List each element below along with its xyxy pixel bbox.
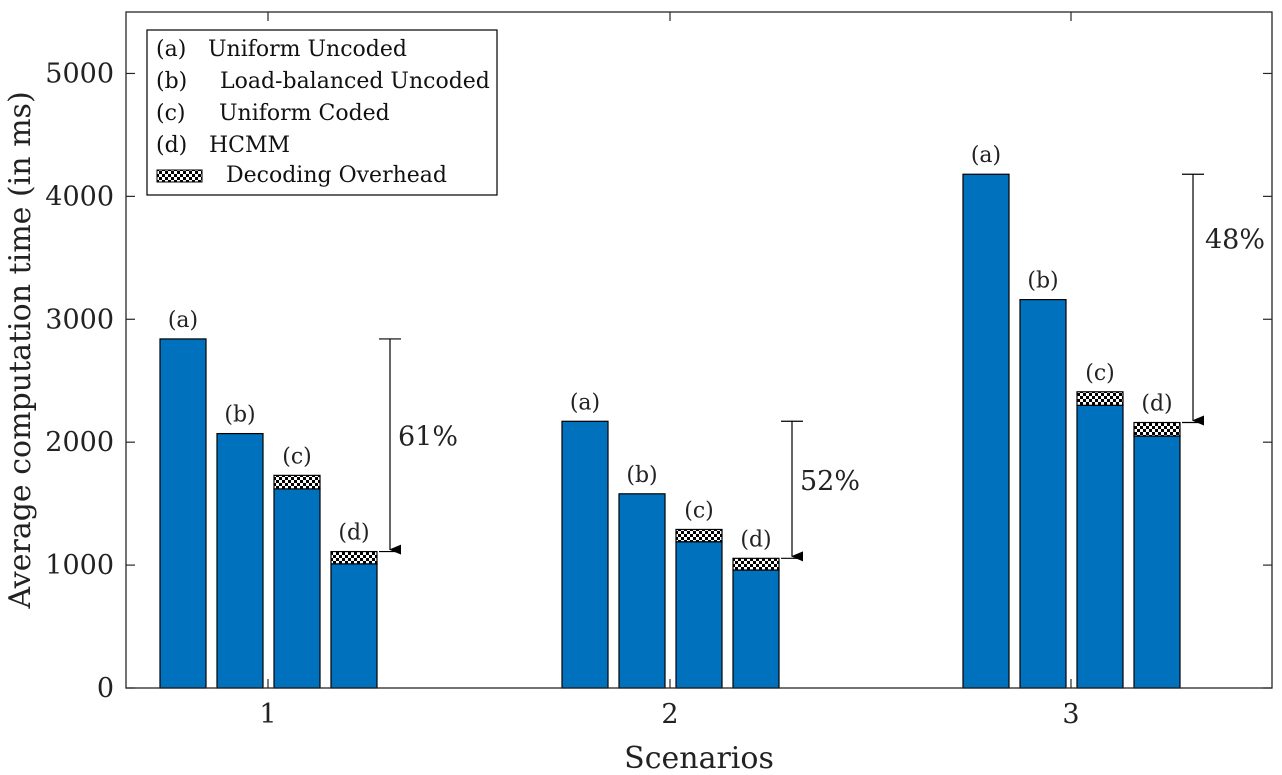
x-axis: 1 2 3 [259,12,1080,730]
x-tick-label: 2 [661,699,678,730]
legend-prefix-b: (b) [156,69,187,94]
legend-entry-d: HCMM [209,133,290,158]
y-axis-label: Average computation time (in ms) [3,91,38,609]
decoding-overhead-segment [732,557,780,571]
bar [273,488,321,689]
legend-entry-c: Uniform Coded [219,101,390,126]
reduction-label: 61% [398,421,458,452]
decoding-overhead-segment [1076,391,1124,406]
y-tick-label: 4000 [45,181,114,212]
y-tick-label: 2000 [45,427,114,458]
reduction-label: 52% [800,466,860,497]
x-axis-label: Scenarios [624,741,774,775]
bar-label: (a) [971,143,1001,168]
legend-prefix-a: (a) [156,37,186,62]
bar-label: (c) [282,444,312,469]
legend-prefix-d: (d) [156,133,187,158]
decoding-overhead-segment [273,474,321,490]
bar [732,569,780,689]
y-tick-label: 1000 [45,550,114,581]
bar [159,338,207,689]
annotations-layer: 61% 52% 48% [379,173,1265,562]
bar-label: (a) [168,308,198,333]
bar [561,420,609,689]
x-tick-label: 3 [1062,699,1079,730]
bar-label: (c) [684,498,714,523]
x-tick-label: 1 [259,699,276,730]
legend-prefix-c: (c) [156,101,186,126]
bar [1076,404,1124,689]
legend-entry-b: Load-balanced Uncoded [220,69,490,94]
bar-label: (d) [740,527,771,552]
bar-label: (b) [224,403,255,428]
bar [216,432,264,689]
reduction-label: 48% [1205,224,1265,255]
bar [330,563,378,689]
legend: (a) Uniform Uncoded (b) Load-balanced Un… [146,29,498,196]
bar-label: (a) [570,390,600,415]
decoding-overhead-segment [1133,421,1181,437]
bar-label: (d) [1141,392,1172,417]
legend-box [146,29,498,196]
bar-label: (c) [1085,361,1115,386]
bar-label: (b) [626,463,657,488]
bars-layer: (a) (a) (a) (b) (b) (b) (c) (c) (c) (d) (d) (d) [159,143,1181,689]
y-axis: 0 1000 2000 3000 4000 5000 [45,58,1272,704]
decoding-overhead-segment [330,550,378,565]
y-tick-label: 0 [97,673,114,704]
y-tick-label: 5000 [45,58,114,89]
bar [962,173,1010,689]
legend-entry-a: Uniform Uncoded [208,37,407,62]
decoding-overhead-segment [675,528,723,543]
legend-entry-overhead: Decoding Overhead [226,163,447,188]
bar-label: (d) [338,521,369,546]
legend-overhead-swatch [156,169,203,183]
bar [1133,435,1181,689]
plot-frame [125,11,1273,689]
bar-label: (b) [1027,269,1058,294]
bar [618,493,666,689]
bar [1019,299,1067,689]
y-tick-label: 3000 [45,304,114,335]
bar [675,541,723,689]
